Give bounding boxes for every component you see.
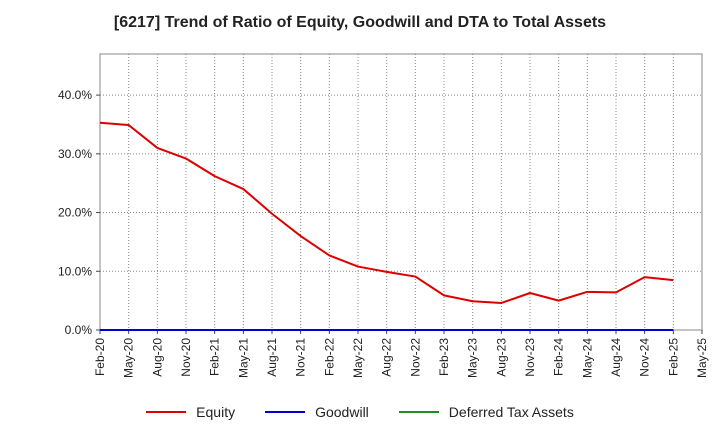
legend-label-goodwill: Goodwill bbox=[315, 404, 369, 420]
x-tick-label: Nov-20 bbox=[179, 338, 193, 377]
chart-legend: Equity Goodwill Deferred Tax Assets bbox=[0, 404, 720, 420]
legend-item-dta: Deferred Tax Assets bbox=[398, 404, 574, 420]
y-tick-label: 30.0% bbox=[58, 147, 92, 161]
x-tick-label: Aug-23 bbox=[494, 338, 508, 377]
legend-swatch-dta bbox=[398, 411, 439, 413]
series-line-equity bbox=[99, 121, 674, 304]
y-tick-label: 0.0% bbox=[65, 323, 93, 337]
x-tick-label: May-24 bbox=[580, 338, 594, 378]
x-tick-label: Feb-20 bbox=[93, 338, 107, 376]
x-tick-label: Feb-25 bbox=[666, 338, 680, 376]
x-tick-label: May-22 bbox=[351, 338, 365, 378]
x-tick-label: Aug-24 bbox=[609, 338, 623, 377]
x-tick-label: May-23 bbox=[466, 338, 480, 378]
y-tick-label: 20.0% bbox=[58, 206, 92, 220]
x-tick-label: Nov-23 bbox=[523, 338, 537, 377]
x-tick-label: Feb-21 bbox=[208, 338, 222, 376]
y-tick-label: 10.0% bbox=[58, 264, 92, 278]
chart-title: [6217] Trend of Ratio of Equity, Goodwil… bbox=[113, 14, 607, 31]
legend-item-goodwill: Goodwill bbox=[265, 404, 369, 420]
x-tick-label: Nov-21 bbox=[294, 338, 308, 377]
legend-label-equity: Equity bbox=[196, 404, 236, 420]
x-tick-label: Feb-23 bbox=[437, 338, 451, 376]
x-tick-label: Nov-24 bbox=[638, 338, 652, 377]
x-tick-label: Feb-22 bbox=[322, 338, 336, 376]
x-tick-label: Feb-24 bbox=[552, 338, 566, 376]
x-tick-label: Nov-22 bbox=[408, 338, 422, 377]
legend-swatch-equity bbox=[146, 411, 187, 413]
x-tick-label: Aug-22 bbox=[380, 338, 394, 377]
x-tick-label: Aug-20 bbox=[150, 338, 164, 377]
x-tick-label: May-25 bbox=[695, 338, 709, 378]
x-tick-label: May-21 bbox=[236, 338, 250, 378]
x-tick-label: May-20 bbox=[122, 338, 136, 378]
x-tick-label: Aug-21 bbox=[265, 338, 279, 377]
legend-label-dta: Deferred Tax Assets bbox=[448, 404, 574, 420]
y-tick-label: 40.0% bbox=[58, 88, 92, 102]
legend-swatch-goodwill bbox=[265, 411, 306, 413]
legend-item-equity: Equity bbox=[146, 404, 235, 420]
